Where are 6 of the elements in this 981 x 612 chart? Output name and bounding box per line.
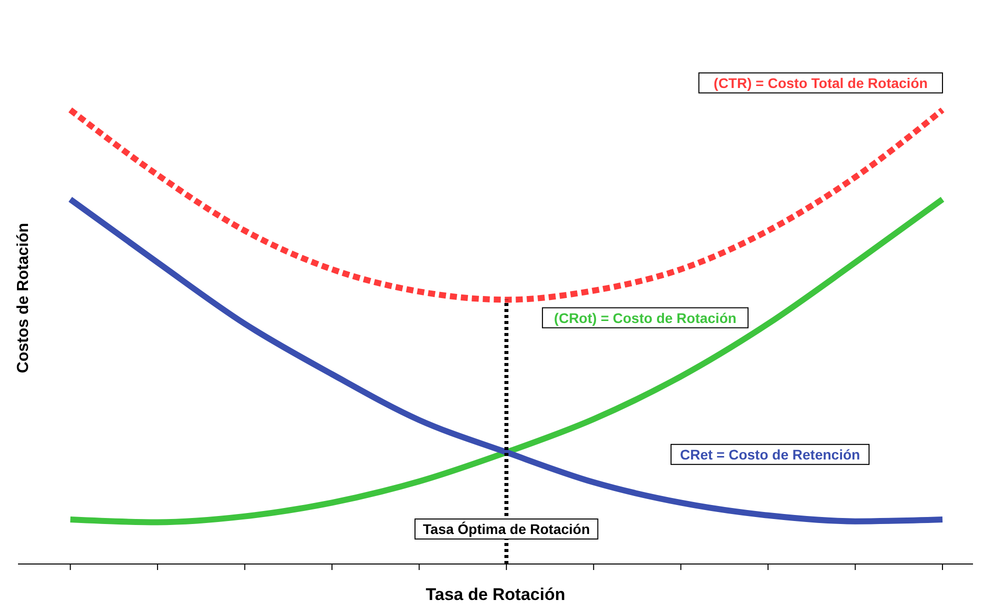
annotation: Tasa Óptima de Rotación [422,521,590,537]
y-axis-title: Costos de Rotación [15,222,32,374]
series-label: (CTR) = Costo Total de Rotación [714,74,928,91]
x-axis-title: Tasa de Rotación [426,585,566,604]
text: CRet = Costo de Retención [680,446,860,462]
series-label: (CRot) = Costo de Rotación [554,310,736,326]
